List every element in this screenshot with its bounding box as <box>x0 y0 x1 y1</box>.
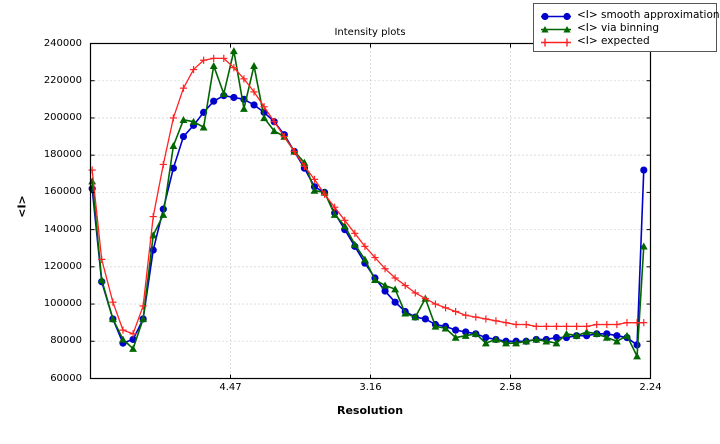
legend-item-expected: <I> expected <box>539 34 711 47</box>
legend-label-expected: <I> expected <box>577 34 650 47</box>
x-tick-label: 2.24 <box>639 382 662 393</box>
legend-item-smooth-approximation: <I> smooth approximation <box>539 8 720 21</box>
x-axis-label: Resolution <box>336 404 404 417</box>
series-0 <box>88 92 648 349</box>
legend-label-smooth-approximation: <I> smooth approximation <box>577 8 720 21</box>
legend-item-via-binning: <I> via binning <box>539 21 711 34</box>
y-tick-label: 240000 <box>43 37 82 49</box>
y-tick-label: 220000 <box>43 74 82 86</box>
chart-title: Intensity plots <box>334 27 406 38</box>
legend-marker-circle-icon <box>539 8 573 21</box>
y-tick-label: 80000 <box>50 335 82 347</box>
y-tick-label: 60000 <box>50 372 82 384</box>
y-tick-label: 180000 <box>43 149 82 161</box>
y-tick-label: 160000 <box>43 186 82 198</box>
legend-marker-triangle-icon <box>539 21 573 34</box>
y-tick-label: 100000 <box>43 298 82 310</box>
series-1 <box>88 47 648 360</box>
y-tick-label: 120000 <box>43 260 82 272</box>
legend-marker-plus-icon <box>539 34 573 47</box>
chart-legend: <I> smooth approximation <I> via binning <box>533 3 720 52</box>
x-tick-label: 4.47 <box>219 382 242 393</box>
legend-label-via-binning: <I> via binning <box>577 21 660 34</box>
y-tick-label: 200000 <box>43 111 82 123</box>
series-2 <box>88 54 648 338</box>
y-tick-label: 140000 <box>43 223 82 235</box>
x-tick-label: 3.16 <box>359 382 382 393</box>
x-tick-label: 2.58 <box>499 382 522 393</box>
